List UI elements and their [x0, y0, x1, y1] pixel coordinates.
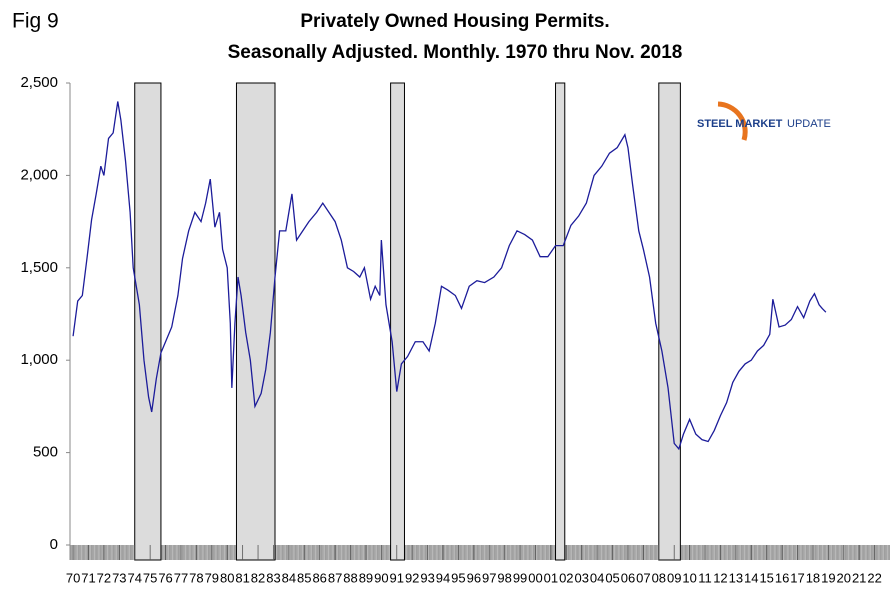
logo-bold: STEEL MARKET	[697, 118, 783, 130]
x-tick-label: 05	[605, 570, 619, 585]
x-tick-label: 03	[574, 570, 588, 585]
x-tick-label: 91	[390, 570, 404, 585]
x-tick-label: 16	[775, 570, 789, 585]
x-tick-label: 81	[235, 570, 249, 585]
x-tick-label: 77	[174, 570, 188, 585]
x-tick-label: 14	[744, 570, 758, 585]
x-tick-label: 83	[266, 570, 280, 585]
recession-bar	[555, 82, 566, 561]
x-tick-label: 72	[97, 570, 111, 585]
x-tick-label: 11	[698, 570, 712, 585]
x-tick-label: 17	[790, 570, 804, 585]
x-tick-label: 93	[420, 570, 434, 585]
y-tick-label: 2,500	[20, 74, 58, 91]
x-tick-label: 07	[636, 570, 650, 585]
x-tick-label: 96	[467, 570, 481, 585]
recession-bar	[658, 82, 681, 561]
x-tick-label: 76	[158, 570, 172, 585]
x-tick-label: 75	[143, 570, 157, 585]
x-tick-label: 89	[359, 570, 373, 585]
x-tick-label: 18	[806, 570, 820, 585]
y-tick-label: 1,500	[20, 259, 58, 276]
logo-light: UPDATE	[787, 118, 831, 130]
x-tick-label: 06	[621, 570, 635, 585]
x-tick-label: 12	[713, 570, 727, 585]
x-tick-label: 04	[590, 570, 604, 585]
x-tick-label: 99	[513, 570, 527, 585]
x-tick-label: 09	[667, 570, 681, 585]
x-tick-label: 08	[652, 570, 666, 585]
y-tick-label: 2,000	[20, 166, 58, 183]
x-tick-label: 87	[328, 570, 342, 585]
x-tick-label: 13	[729, 570, 743, 585]
x-tick-label: 01	[544, 570, 558, 585]
x-tick-label: 79	[205, 570, 219, 585]
x-tick-label: 00	[528, 570, 542, 585]
x-tick-label: 85	[297, 570, 311, 585]
y-tick-label: 500	[33, 444, 58, 461]
x-tick-label: 10	[682, 570, 696, 585]
series-line	[72, 101, 827, 451]
recession-bar	[134, 82, 162, 561]
x-tick-label: 95	[451, 570, 465, 585]
chart-title: Privately Owned Housing Permits.	[300, 11, 609, 32]
x-tick-label: 20	[837, 570, 851, 585]
logo-arc	[717, 101, 748, 141]
x-tick-label: 92	[405, 570, 419, 585]
x-tick-label: 15	[759, 570, 773, 585]
x-tick-label: 90	[374, 570, 388, 585]
logo: STEEL MARKET UPDATE	[697, 101, 831, 141]
x-tick-label: 80	[220, 570, 234, 585]
x-tick-label: 02	[559, 570, 573, 585]
x-tick-label: 97	[482, 570, 496, 585]
x-tick-label: 71	[81, 570, 95, 585]
x-tick-label: 98	[497, 570, 511, 585]
x-tick-label: 84	[282, 570, 296, 585]
x-tick-label: 82	[251, 570, 265, 585]
fig-label: Fig 9	[12, 10, 59, 33]
x-tick-label: 22	[867, 570, 881, 585]
x-tick-label: 19	[821, 570, 835, 585]
x-tick-label: 86	[312, 570, 326, 585]
x-tick-label: 21	[852, 570, 866, 585]
y-tick-label: 0	[50, 536, 58, 553]
x-tick-label: 94	[436, 570, 450, 585]
x-tick-label: 88	[343, 570, 357, 585]
x-tick-label: 74	[128, 570, 142, 585]
x-tick-label: 78	[189, 570, 203, 585]
recession-bar	[390, 82, 405, 561]
x-tick-label: 70	[66, 570, 80, 585]
chart-subtitle: Seasonally Adjusted. Monthly. 1970 thru …	[228, 42, 683, 63]
y-tick-label: 1,000	[20, 351, 58, 368]
x-tick-label: 73	[112, 570, 126, 585]
recession-bar	[235, 82, 276, 561]
